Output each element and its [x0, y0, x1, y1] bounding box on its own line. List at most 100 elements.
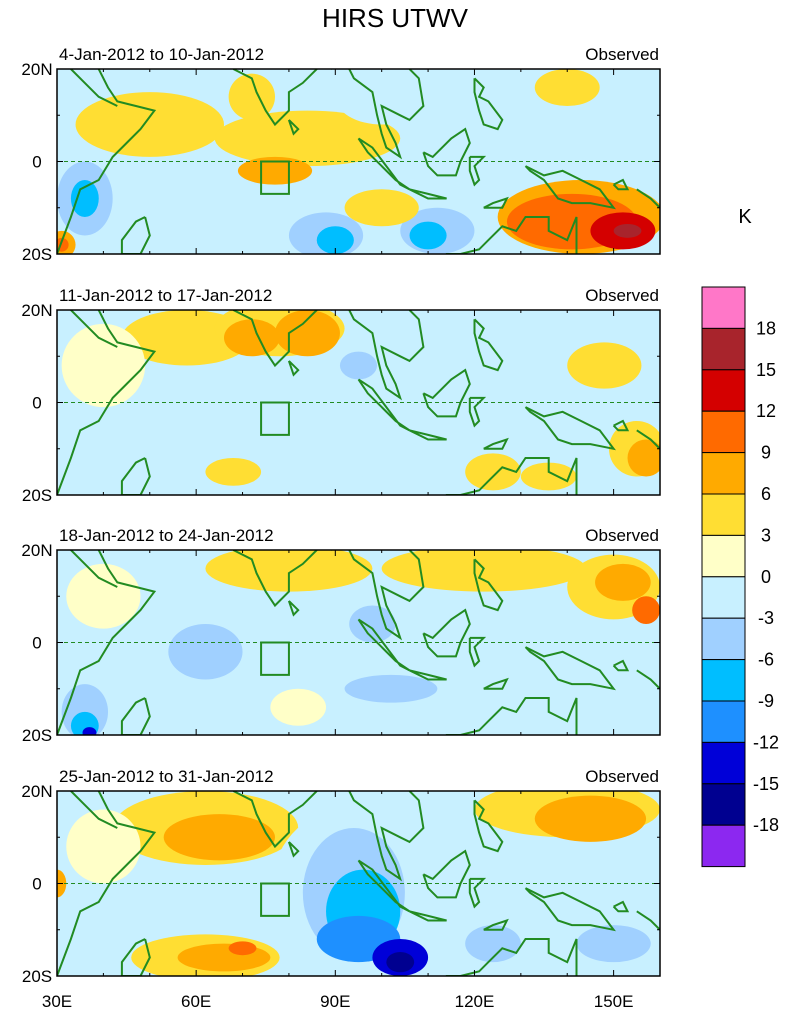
- coastline: [445, 697, 578, 735]
- x-tick-label: 120E: [455, 992, 495, 1011]
- colorbar-bin: [701, 741, 746, 785]
- panel-observed-label: Observed: [585, 45, 659, 64]
- anomaly-contour: [163, 814, 276, 861]
- anomaly-contour: [82, 727, 97, 735]
- x-tick-label: 30E: [42, 992, 72, 1011]
- colorbar-label: -6: [758, 650, 774, 670]
- anomaly-contour: [479, 337, 563, 394]
- coastline: [468, 396, 487, 428]
- colorbar: 18 15 12 9 6 3 0 -3 -6 -9 -12 -15 -18: [701, 286, 779, 868]
- coastline: [70, 310, 118, 348]
- region-box: [260, 641, 290, 676]
- coastline: [473, 318, 504, 372]
- map-panel-1: 20N 0 20S 4-Jan-2012 to 10-Jan-2012 Observed: [21, 45, 661, 264]
- coastline: [445, 457, 578, 495]
- colorbar-bin: [701, 493, 746, 536]
- anomaly-contour: [344, 674, 438, 703]
- anomaly-contour: [465, 925, 521, 963]
- coastline: [330, 69, 425, 160]
- x-axis: 30E 60E 90E 120E 150E: [42, 992, 634, 1011]
- coastline: [409, 429, 447, 441]
- colorbar-bin: [701, 617, 746, 661]
- anomaly-contour: [205, 550, 373, 592]
- coastline: [287, 841, 300, 858]
- anomaly-contour: [75, 92, 224, 157]
- x-tick-label: 90E: [320, 992, 350, 1011]
- anomaly-contour: [61, 323, 146, 408]
- coastline: [287, 600, 300, 617]
- anomaly-contour: [177, 943, 271, 972]
- anomaly-field: [57, 69, 660, 254]
- coastline: [483, 196, 509, 209]
- y-tick-label: 20S: [22, 967, 52, 986]
- coastline: [409, 188, 447, 200]
- colorbar-bin: [701, 452, 746, 495]
- coastline: [468, 155, 487, 187]
- colorbar-label: -3: [758, 608, 774, 628]
- anomaly-contour: [66, 563, 141, 629]
- coastline: [524, 887, 616, 932]
- colorbar-bin: [701, 700, 746, 743]
- coastline: [612, 419, 630, 432]
- anomaly-contour: [613, 223, 642, 238]
- coastline: [287, 360, 300, 377]
- coastline: [422, 368, 471, 418]
- coastline: [636, 188, 660, 209]
- coastline: [330, 550, 425, 641]
- colorbar-label: -9: [758, 691, 774, 711]
- coastline: [57, 310, 157, 495]
- coastline: [483, 437, 509, 450]
- coastline: [232, 791, 318, 849]
- coastline: [483, 677, 509, 690]
- coastline: [57, 791, 157, 976]
- anomaly-contour: [534, 795, 647, 842]
- coastline: [330, 310, 425, 401]
- coastline: [483, 918, 509, 931]
- anomaly-contour: [66, 902, 141, 958]
- colorbar-label: 0: [761, 567, 771, 587]
- y-tick-label: 0: [32, 875, 41, 894]
- anomaly-contour: [576, 925, 651, 963]
- colorbar-label: 6: [761, 484, 771, 504]
- coastline: [524, 406, 616, 451]
- region-box: [260, 401, 290, 436]
- colorbar-bin: [701, 369, 746, 412]
- coastline: [120, 938, 151, 976]
- anomaly-contour: [237, 156, 313, 185]
- colorbar-label: -18: [753, 815, 779, 835]
- coastline: [422, 849, 471, 899]
- anomaly-contour: [168, 624, 243, 680]
- anomaly-contour: [632, 596, 660, 624]
- y-tick-label: 20N: [21, 782, 52, 801]
- colorbar-label: 9: [761, 443, 771, 463]
- coastline: [232, 550, 318, 608]
- colorbar-bin: [701, 824, 746, 868]
- coastline: [70, 69, 118, 107]
- y-tick-label: 20N: [21, 60, 52, 79]
- map-panel-4: 20N 0 20S 25-Jan-2012 to 31-Jan-2012 Observe…: [21, 767, 661, 986]
- anomaly-contour: [205, 458, 262, 486]
- anomaly-contour: [70, 180, 99, 217]
- anomaly-contour: [381, 550, 586, 592]
- anomaly-contour: [344, 189, 419, 227]
- anomaly-contour: [275, 310, 340, 357]
- x-tick-label: 60E: [181, 992, 211, 1011]
- y-tick-label: 0: [32, 634, 41, 653]
- anomaly-contour: [386, 951, 415, 973]
- anomaly-contour: [520, 462, 577, 491]
- y-tick-label: 20S: [22, 726, 52, 745]
- panel-period-label: 11-Jan-2012 to 17-Jan-2012: [59, 286, 272, 305]
- coastline: [445, 938, 578, 976]
- colorbar-bin: [701, 410, 746, 454]
- units-label: K: [738, 206, 752, 228]
- panel-observed-label: Observed: [585, 286, 659, 305]
- coastline: [473, 558, 504, 612]
- y-tick-label: 20S: [22, 245, 52, 264]
- panel-period-label: 25-Jan-2012 to 31-Jan-2012: [59, 767, 274, 786]
- anomaly-contour: [214, 110, 401, 167]
- region-box: [260, 160, 290, 195]
- coastline: [612, 178, 630, 191]
- coastline: [120, 457, 151, 495]
- coastline: [120, 216, 151, 254]
